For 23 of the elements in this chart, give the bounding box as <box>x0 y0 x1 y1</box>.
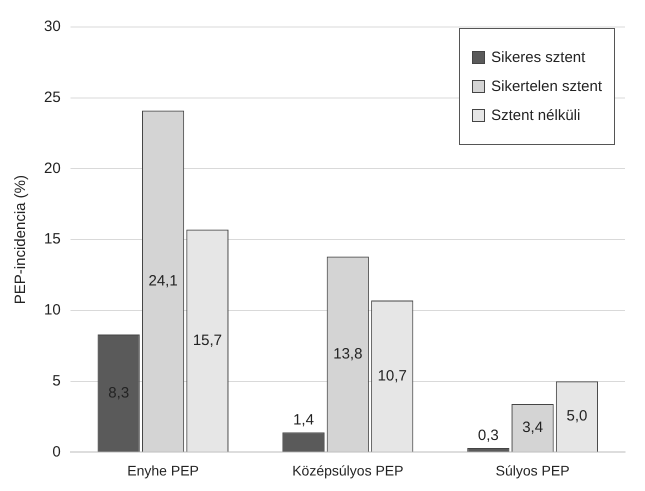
y-tick-label: 0 <box>52 443 61 460</box>
data-label: 8,3 <box>108 384 130 402</box>
y-tick-label: 5 <box>52 372 61 390</box>
y-tick-label: 30 <box>44 18 61 36</box>
y-tick-label: 25 <box>44 89 61 106</box>
legend-label: Sikertelen sztent <box>491 78 602 95</box>
data-label: 5,0 <box>566 408 588 425</box>
data-label: 0,3 <box>478 427 499 444</box>
data-label: 10,7 <box>378 367 407 384</box>
x-tick-label: Középsúlyos PEP <box>292 462 404 478</box>
data-label: 24,1 <box>148 272 178 290</box>
y-tick-label: 10 <box>44 302 61 319</box>
data-label: 1,4 <box>293 412 314 428</box>
x-tick-label: Enyhe PEP <box>127 462 199 478</box>
legend-label: Sztent nélküli <box>491 107 580 124</box>
data-label: 15,7 <box>192 332 222 349</box>
x-tick-label: Súlyos PEP <box>496 462 570 478</box>
data-label: 13,8 <box>333 345 362 362</box>
y-tick-label: 20 <box>44 160 61 177</box>
y-axis-title: PEP-incidencia (%) <box>12 174 30 304</box>
data-label: 3,4 <box>522 418 544 436</box>
y-tick-label: 15 <box>44 230 61 248</box>
legend-label: Sikeres sztent <box>491 49 586 66</box>
